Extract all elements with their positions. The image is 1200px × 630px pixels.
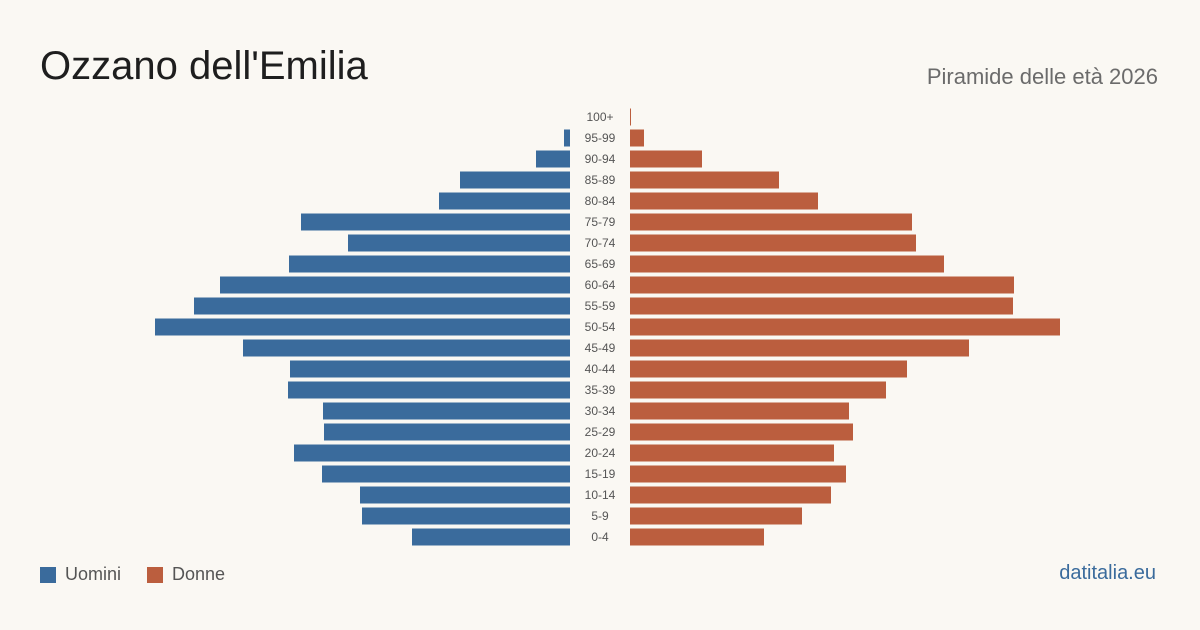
bar-men-30-34 — [323, 402, 570, 420]
age-group-label-45-49: 45-49 — [585, 341, 616, 355]
bar-men-75-79 — [301, 213, 570, 231]
bar-men-85-89 — [460, 171, 570, 189]
bar-men-25-29 — [324, 423, 570, 441]
bar-women-10-14 — [630, 486, 831, 504]
age-group-label-50-54: 50-54 — [585, 320, 616, 334]
bar-women-90-94 — [630, 150, 702, 168]
age-group-label-25-29: 25-29 — [585, 425, 616, 439]
bar-women-20-24 — [630, 444, 834, 462]
bar-men-0-4 — [412, 528, 570, 546]
brand-link[interactable]: datitalia.eu — [1059, 562, 1156, 584]
bar-women-80-84 — [630, 192, 818, 210]
bar-women-40-44 — [630, 360, 907, 378]
chart-subtitle: Piramide delle età 2026 — [926, 64, 1158, 89]
bar-women-60-64 — [630, 276, 1014, 294]
age-group-label-40-44: 40-44 — [585, 362, 616, 376]
bar-women-100plus — [630, 108, 631, 126]
age-group-label-70-74: 70-74 — [585, 236, 616, 250]
bar-men-95-99 — [564, 129, 570, 147]
age-group-label-20-24: 20-24 — [585, 446, 616, 460]
age-group-label-0-4: 0-4 — [591, 530, 609, 544]
age-group-label-95-99: 95-99 — [585, 131, 616, 145]
bar-women-35-39 — [630, 381, 886, 399]
legend-label-men: Uomini — [65, 564, 122, 584]
bar-men-50-54 — [155, 318, 570, 336]
bar-men-10-14 — [360, 486, 570, 504]
bar-women-0-4 — [630, 528, 764, 546]
bar-men-55-59 — [194, 297, 570, 315]
age-group-label-35-39: 35-39 — [585, 383, 616, 397]
age-group-label-15-19: 15-19 — [585, 467, 616, 481]
age-group-label-55-59: 55-59 — [585, 299, 616, 313]
legend-label-women: Donne — [172, 564, 226, 584]
bar-women-5-9 — [630, 507, 802, 525]
bar-men-70-74 — [348, 234, 570, 252]
bar-men-35-39 — [288, 381, 570, 399]
age-group-label-75-79: 75-79 — [585, 215, 616, 229]
bar-women-70-74 — [630, 234, 916, 252]
legend-item-women: Donne — [147, 564, 225, 585]
bar-women-30-34 — [630, 402, 849, 420]
bar-women-25-29 — [630, 423, 853, 441]
bar-women-55-59 — [630, 297, 1013, 315]
legend: Uomini Donne — [40, 564, 251, 585]
age-group-label-10-14: 10-14 — [585, 488, 616, 502]
legend-swatch-women — [147, 566, 164, 583]
age-group-label-80-84: 80-84 — [585, 194, 616, 208]
age-group-label-30-34: 30-34 — [585, 404, 616, 418]
bar-men-40-44 — [290, 360, 570, 378]
bar-women-75-79 — [630, 213, 912, 231]
page-title: Ozzano dell'Emilia — [40, 44, 368, 88]
age-group-label-100plus: 100+ — [586, 110, 613, 124]
bar-women-85-89 — [630, 171, 779, 189]
age-group-label-5-9: 5-9 — [591, 509, 609, 523]
bar-women-65-69 — [630, 255, 944, 273]
bar-women-45-49 — [630, 339, 969, 357]
bar-women-95-99 — [630, 129, 644, 147]
age-group-label-90-94: 90-94 — [585, 152, 616, 166]
bar-men-90-94 — [536, 150, 570, 168]
age-group-label-65-69: 65-69 — [585, 257, 616, 271]
legend-item-men: Uomini — [40, 564, 121, 585]
bar-men-60-64 — [220, 276, 570, 294]
bar-men-20-24 — [294, 444, 570, 462]
bar-men-80-84 — [439, 192, 570, 210]
age-group-label-85-89: 85-89 — [585, 173, 616, 187]
bar-men-5-9 — [362, 507, 570, 525]
legend-swatch-men — [40, 566, 56, 583]
age-group-label-60-64: 60-64 — [585, 278, 616, 292]
bar-women-15-19 — [630, 465, 846, 483]
bar-women-50-54 — [630, 318, 1060, 336]
bar-men-45-49 — [243, 339, 570, 357]
bar-men-15-19 — [322, 465, 570, 483]
bar-men-65-69 — [289, 255, 570, 273]
